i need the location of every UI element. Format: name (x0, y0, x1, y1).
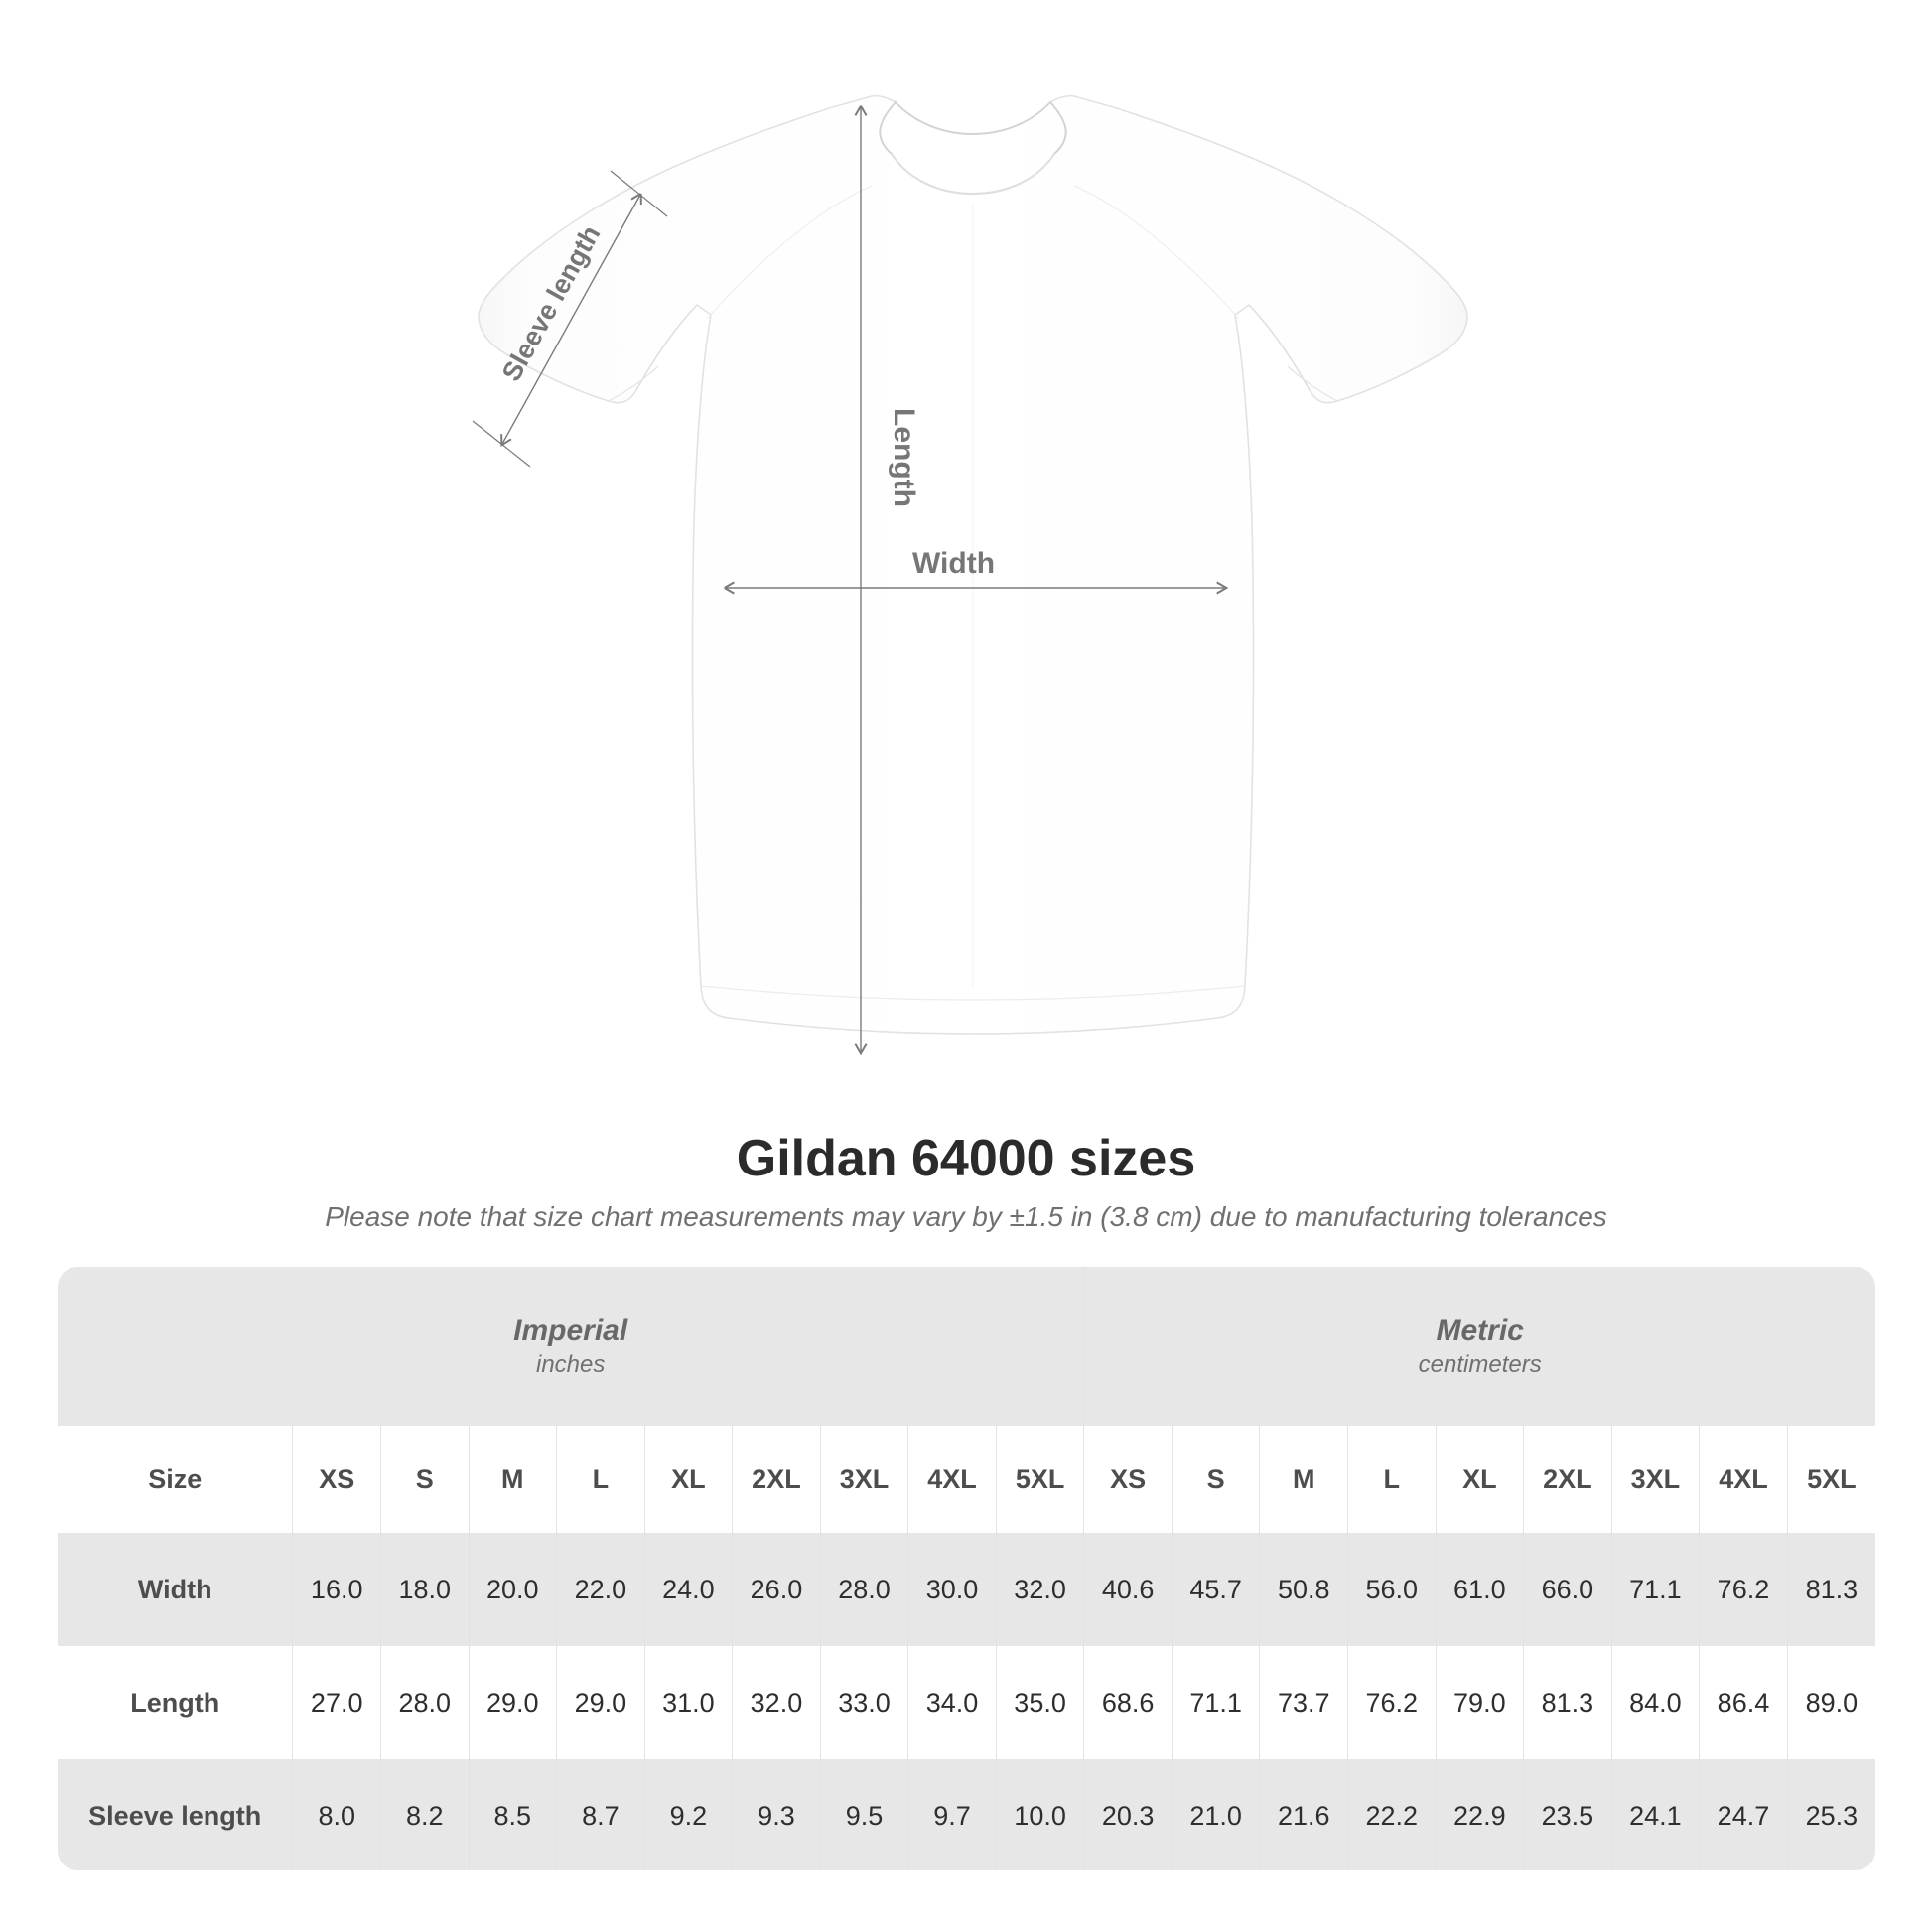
svg-text:Length: Length (888, 408, 920, 507)
svg-text:Width: Width (912, 547, 995, 580)
svg-text:Sleeve length: Sleeve length (496, 220, 607, 386)
